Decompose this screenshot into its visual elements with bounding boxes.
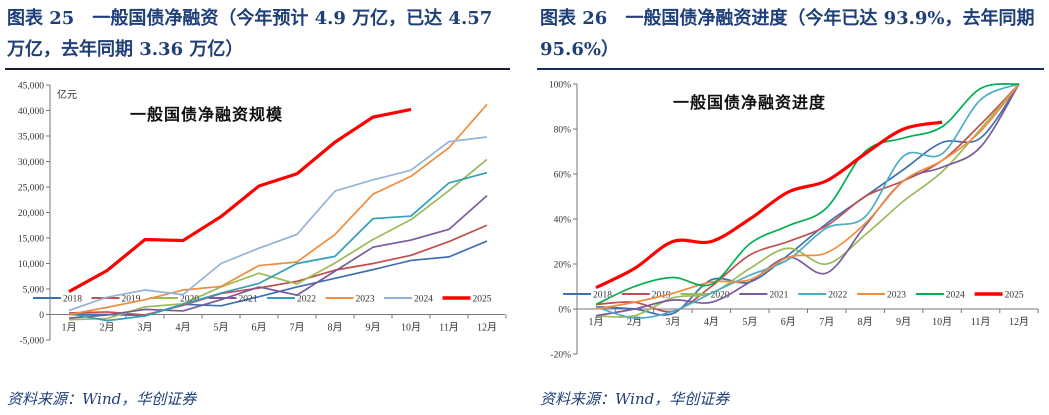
y-tick-label: 20,000 (18, 209, 44, 219)
net-financing-scale-chart: -5,000 0 5,000 10,000 15,000 20,000 25,000 30,0… (18, 82, 507, 347)
x-tick-label: 7月 (819, 316, 834, 328)
legend-label-2019: 2019 (122, 295, 141, 305)
x-tick-label: 4月 (176, 322, 191, 334)
series-line-2022 (595, 83, 1020, 319)
x-tick-label: 8月 (328, 322, 343, 334)
series-line-2019 (595, 83, 1020, 313)
series-line-2022 (68, 171, 488, 322)
series-line-2021 (68, 195, 488, 319)
series-line-2021 (595, 83, 1020, 317)
y-tick-label: 60% (554, 171, 572, 181)
legend-label-2018: 2018 (593, 291, 612, 301)
y-tick-label: 40% (554, 216, 572, 226)
series-line-2020 (68, 158, 488, 321)
x-tick-label: 3月 (665, 316, 680, 328)
y-tick-label: 30,000 (18, 158, 44, 168)
series-line-2024 (68, 136, 488, 312)
series-line-2023 (68, 103, 488, 316)
legend-label-2024: 2024 (414, 295, 433, 305)
legend-label-2025: 2025 (473, 295, 492, 305)
legend-label-2020: 2020 (711, 291, 730, 301)
y-tick-label: 40,000 (18, 107, 44, 117)
series-line-2020 (595, 83, 1020, 318)
y-tick-label: 15,000 (18, 235, 44, 245)
x-tick-label: 5月 (742, 316, 757, 328)
x-tick-label: 12月 (1009, 316, 1029, 328)
x-tick-label: 9月 (366, 322, 381, 334)
x-tick-label: 1月 (62, 322, 77, 334)
legend-label-2025: 2025 (1005, 291, 1024, 301)
y-tick-label: 5,000 (23, 286, 45, 296)
title-divider (5, 68, 510, 70)
legend-label-2022: 2022 (828, 291, 847, 301)
x-tick-label: 10月 (401, 322, 421, 334)
y-tick-label: 45,000 (18, 82, 44, 92)
series-line-2025 (595, 120, 943, 290)
legend-label-2024: 2024 (946, 291, 965, 301)
y-tick-label: 25,000 (18, 184, 44, 194)
x-tick-label: 9月 (896, 316, 911, 328)
x-tick-label: 5月 (214, 322, 229, 334)
title-divider (537, 68, 1044, 70)
legend-label-2020: 2020 (180, 295, 199, 305)
x-tick-label: 1月 (589, 316, 604, 328)
x-tick-label: 6月 (252, 322, 267, 334)
x-tick-label: 8月 (858, 316, 873, 328)
source-note: 资料来源：Wind，华创证券 (540, 390, 730, 408)
x-tick-label: 10月 (932, 316, 952, 328)
x-tick-label: 11月 (971, 316, 991, 328)
y-tick-label: 100% (549, 81, 571, 91)
chart-title: 一般国债净融资进度 (673, 93, 826, 112)
series-line-2024 (595, 83, 1020, 306)
y-axis-unit: 亿元 (57, 88, 77, 101)
series-line-2025 (68, 107, 412, 293)
source-note: 资料来源：Wind，华创证券 (7, 390, 197, 408)
y-tick-label: -20% (550, 351, 571, 361)
figure-26-title: 图表 26 一般国债净融资进度（今年已达 93.9%，去年同期 95.6%） (540, 8, 1035, 60)
x-tick-label: 2月 (100, 322, 115, 334)
x-tick-label: 3月 (138, 322, 153, 334)
legend-label-2018: 2018 (63, 295, 82, 305)
y-tick-label: 20% (554, 261, 572, 271)
figure-25-title: 图表 25 一般国债净融资（今年预计 4.9 万亿，已达 4.57 万亿，去年同… (7, 8, 493, 60)
y-tick-label: -5,000 (19, 337, 44, 347)
legend-label-2021: 2021 (769, 291, 788, 301)
y-tick-label: 0% (558, 306, 571, 316)
series-line-2019 (68, 224, 488, 316)
y-tick-label: 35,000 (18, 133, 44, 143)
x-tick-label: 2月 (627, 316, 642, 328)
x-tick-label: 11月 (439, 322, 459, 334)
x-tick-label: 12月 (477, 322, 497, 334)
y-tick-label: 80% (554, 126, 572, 136)
chart-title: 一般国债净融资规模 (130, 105, 283, 124)
legend-label-2022: 2022 (297, 295, 316, 305)
x-tick-label: 7月 (290, 322, 305, 334)
x-tick-label: 4月 (704, 316, 719, 328)
series-line-2023 (595, 83, 1020, 310)
y-tick-label: 10,000 (18, 260, 44, 270)
legend-label-2023: 2023 (356, 295, 375, 305)
y-tick-label: 0 (39, 311, 44, 321)
net-financing-progress-chart: -20% 0% 20% 40% 60% 80% 100% 1月 2月 3月 4月 5月 6月 7月 8月 9月… (549, 81, 1039, 361)
legend-label-2023: 2023 (887, 291, 906, 301)
x-tick-label: 6月 (781, 316, 796, 328)
legend-label-2021: 2021 (239, 295, 258, 305)
series-line-2018 (595, 83, 1020, 316)
